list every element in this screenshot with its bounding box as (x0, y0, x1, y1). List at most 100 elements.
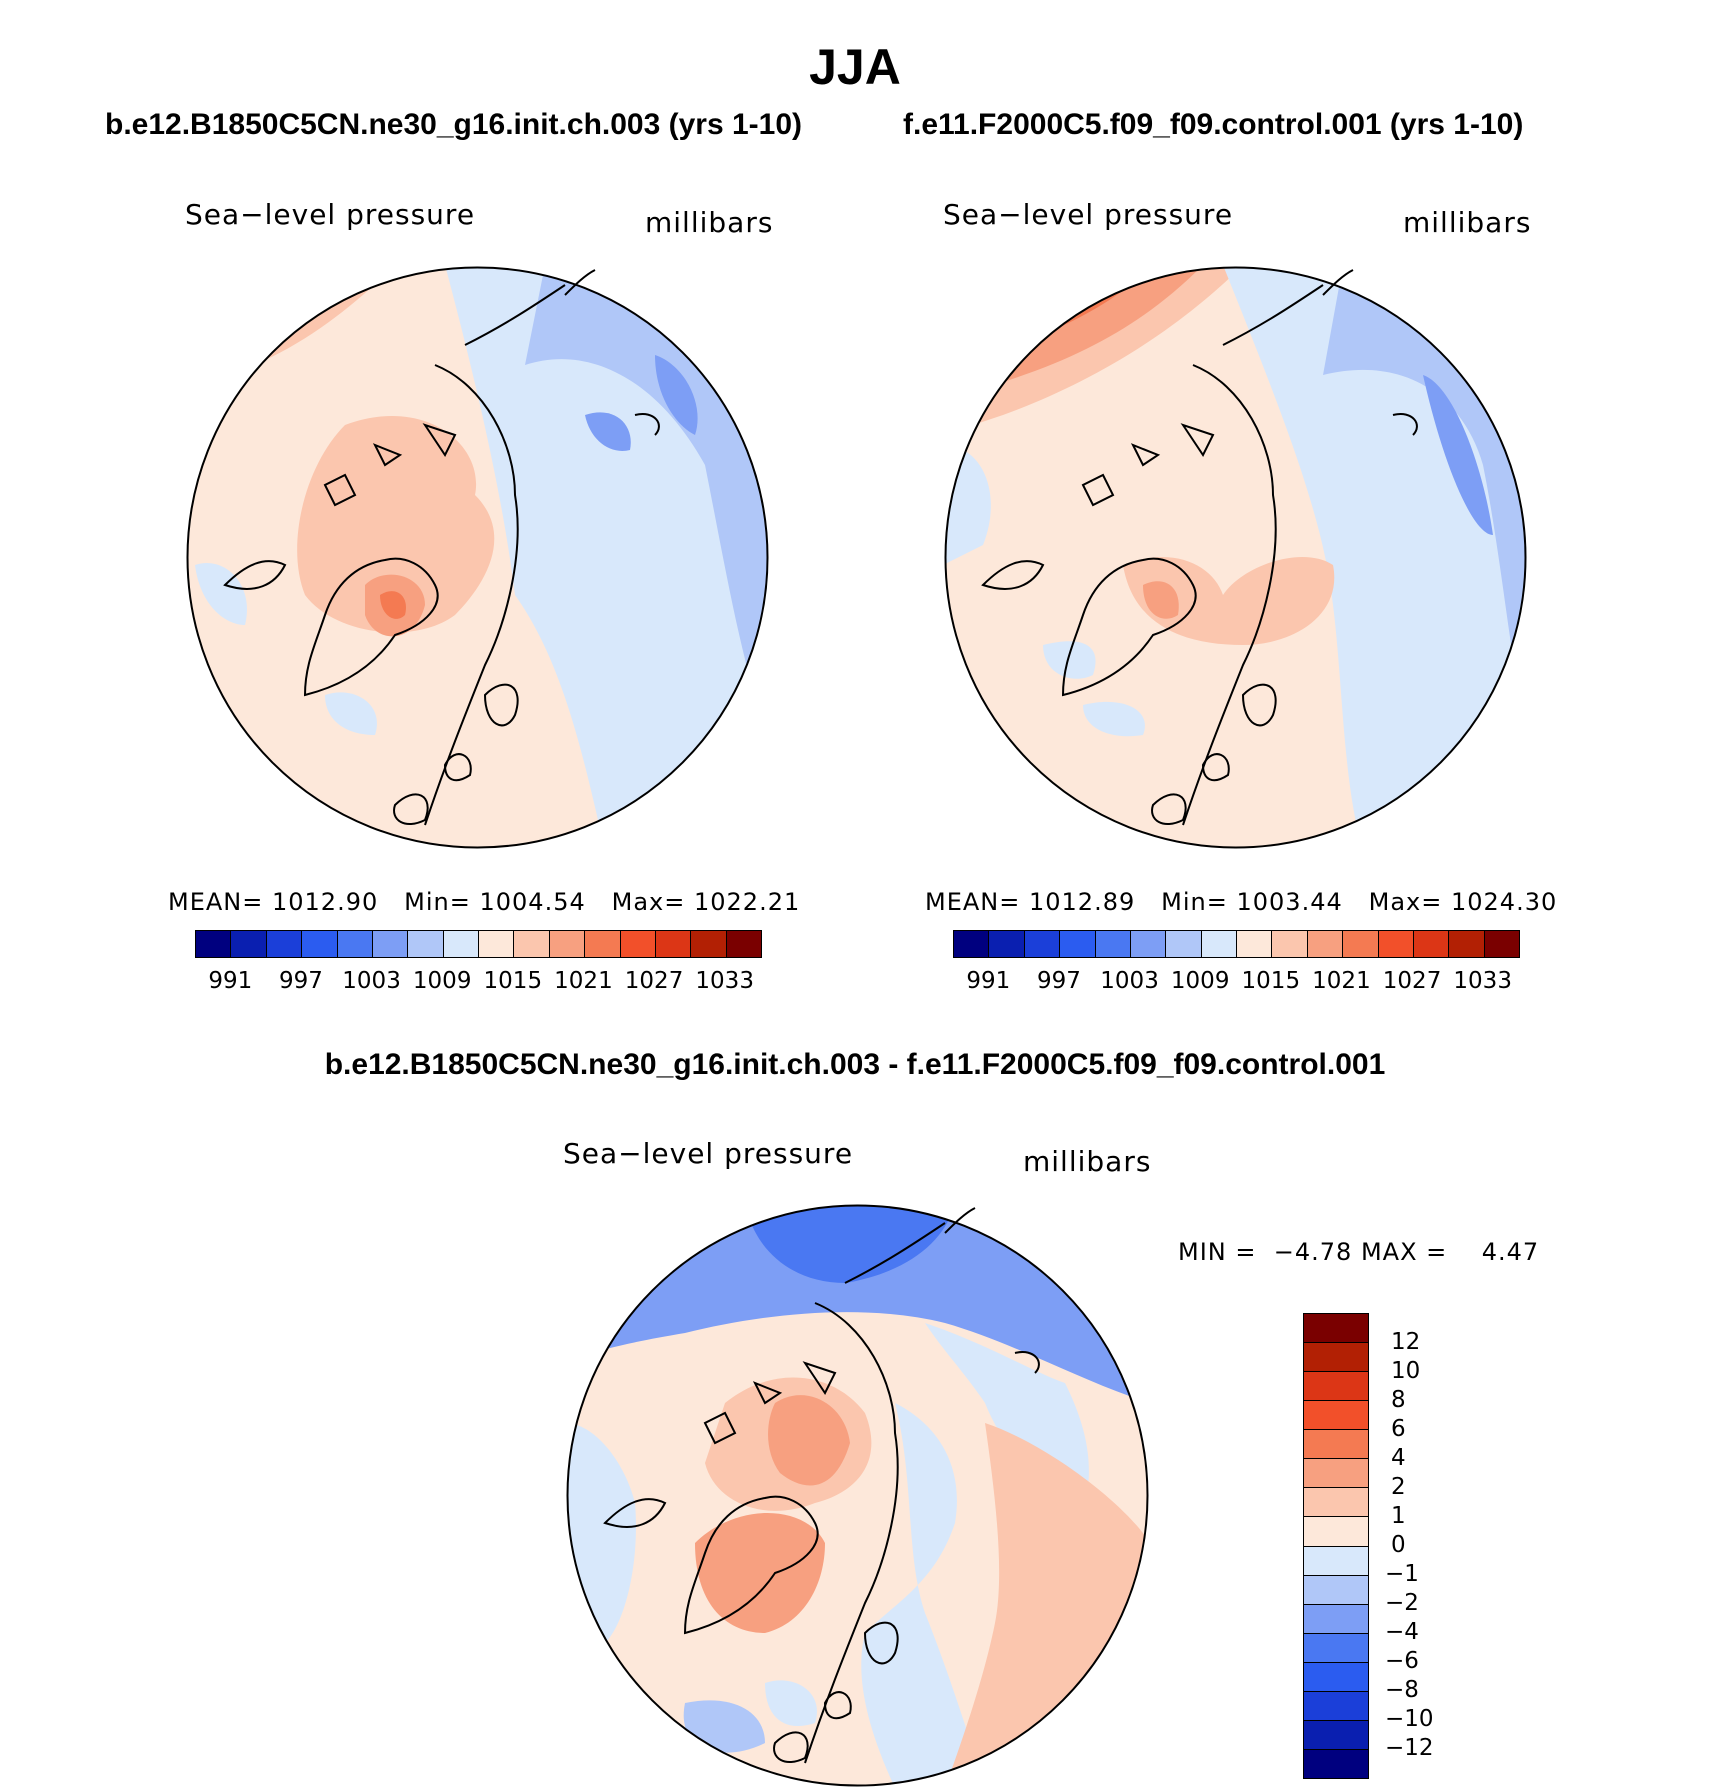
difference-colorbar-tick-label: 6 (1391, 1416, 1406, 1442)
difference-colorbar-swatch (1304, 1517, 1368, 1547)
panel1-polar-map (186, 266, 769, 849)
difference-colorbar-tick-label: 2 (1391, 1474, 1406, 1500)
panel1-units-label: millibars (645, 206, 774, 239)
difference-colorbar-labels: 12 10 8 6 4 2 1 0 −1 −2 −4 −6 −8 −10 −12 (1385, 1313, 1465, 1777)
panel1-colorbar-swatch (408, 931, 444, 957)
panel2-colorbar-swatch (1484, 931, 1519, 957)
panel2-colorbar-swatch (1095, 931, 1131, 957)
panel2-colorbar-tick-label: 1015 (1241, 968, 1301, 994)
difference-colorbar-tick-label: 10 (1391, 1358, 1421, 1384)
panel2-units-label: millibars (1403, 206, 1532, 239)
panel2-case-title: f.e11.F2000C5.f09_f09.control.001 (yrs 1… (903, 108, 1524, 141)
panel1-colorbar-tick-label: 1033 (695, 968, 754, 994)
panel1-colorbar-labels: 991 997 1003 1009 1015 1021 1027 1033 (195, 968, 760, 998)
difference-colorbar-swatch (1304, 1343, 1368, 1373)
difference-units-label: millibars (1023, 1145, 1152, 1178)
panel2-colorbar-swatch (1378, 931, 1414, 957)
difference-colorbar-swatch (1304, 1604, 1368, 1634)
panel2-colorbar-tick-label: 1009 (1170, 968, 1230, 994)
season-title: JJA (809, 39, 901, 95)
panel1-colorbar-tick-label: 1003 (342, 968, 401, 994)
difference-colorbar-swatch (1304, 1488, 1368, 1518)
difference-colorbar-tick-label: 4 (1391, 1445, 1406, 1471)
panel2-colorbar-swatch (1272, 931, 1308, 957)
panel1-colorbar-tick-label: 1015 (483, 968, 543, 994)
panel1-colorbar-swatch (691, 931, 727, 957)
panel1-colorbar-swatch (266, 931, 303, 957)
panel2-colorbar-tick-label: 1021 (1312, 968, 1371, 994)
panel2-colorbar-tick-label: 997 (1036, 968, 1081, 994)
difference-colorbar (1303, 1313, 1369, 1779)
panel2-colorbar-swatch (1130, 931, 1167, 957)
panel2-polar-map (944, 266, 1527, 849)
difference-colorbar-swatch (1304, 1720, 1368, 1750)
panel1-colorbar-tick-label: 991 (208, 968, 253, 994)
panel2-colorbar-swatch (1201, 931, 1237, 957)
panel1-colorbar-swatch (655, 931, 692, 957)
difference-colorbar-swatch (1304, 1575, 1368, 1605)
panel2-colorbar-swatch (954, 931, 990, 957)
difference-colorbar-tick-label: 12 (1391, 1329, 1421, 1355)
difference-colorbar-swatch (1304, 1691, 1368, 1721)
difference-polar-map (566, 1204, 1149, 1787)
difference-colorbar-tick-label: −2 (1385, 1590, 1419, 1616)
panel1-colorbar-swatch (479, 931, 515, 957)
difference-colorbar-swatch (1304, 1401, 1368, 1431)
panel1-stats: MEAN= 1012.90 Min= 1004.54 Max= 1022.21 (168, 888, 801, 916)
panel1-case-title: b.e12.B1850C5CN.ne30_g16.init.ch.003 (yr… (105, 108, 803, 141)
difference-colorbar-swatch (1304, 1749, 1368, 1778)
panel2-colorbar-swatch (1413, 931, 1450, 957)
panel1-colorbar-swatch (302, 931, 338, 957)
panel2-variable-label: Sea−level pressure (943, 198, 1234, 231)
difference-colorbar-tick-label: 8 (1391, 1387, 1406, 1413)
panel2-colorbar-swatch (1060, 931, 1096, 957)
difference-colorbar-tick-label: −8 (1385, 1677, 1419, 1703)
panel1-colorbar-swatch (443, 931, 479, 957)
panel2-colorbar-swatch (1343, 931, 1379, 957)
difference-colorbar-swatch (1304, 1430, 1368, 1460)
panel2-colorbar-swatch (1449, 931, 1485, 957)
panel1-colorbar-swatch (726, 931, 761, 957)
panel1-variable-label: Sea−level pressure (185, 198, 476, 231)
panel1-colorbar-swatch (372, 931, 409, 957)
difference-colorbar-tick-label: −6 (1385, 1648, 1419, 1674)
panel1-colorbar-tick-label: 1009 (412, 968, 472, 994)
difference-colorbar-swatch (1304, 1459, 1368, 1489)
difference-colorbar-swatch (1304, 1633, 1368, 1663)
difference-colorbar-tick-label: −12 (1385, 1735, 1434, 1761)
panel1-colorbar-swatch (514, 931, 550, 957)
panel2-colorbar-tick-label: 1027 (1382, 968, 1442, 994)
panel2-colorbar-swatch (1024, 931, 1061, 957)
panel1-colorbar-tick-label: 997 (278, 968, 323, 994)
panel2-stats: MEAN= 1012.89 Min= 1003.44 Max= 1024.30 (925, 888, 1558, 916)
panel1-colorbar-tick-label: 1021 (554, 968, 613, 994)
panel2-colorbar-swatch (1237, 931, 1273, 957)
difference-colorbar-swatch (1304, 1314, 1368, 1344)
difference-variable-label: Sea−level pressure (563, 1137, 854, 1170)
panel2-colorbar-tick-label: 1033 (1453, 968, 1512, 994)
panel1-colorbar-swatch (620, 931, 656, 957)
difference-colorbar-tick-label: −1 (1385, 1561, 1419, 1587)
panel2-colorbar-swatch (1166, 931, 1202, 957)
panel2-colorbar-swatch (1307, 931, 1344, 957)
difference-colorbar-tick-label: −4 (1385, 1619, 1419, 1645)
difference-colorbar-tick-label: 0 (1391, 1532, 1406, 1558)
panel1-colorbar-swatch (585, 931, 621, 957)
panel2-colorbar-tick-label: 991 (966, 968, 1011, 994)
panel1-colorbar-swatch (196, 931, 232, 957)
difference-colorbar-swatch (1304, 1546, 1368, 1576)
difference-stats: MIN = −4.78 MAX = 4.47 (1178, 1238, 1540, 1266)
panel1-colorbar-swatch (231, 931, 267, 957)
panel2-colorbar-tick-label: 1003 (1100, 968, 1159, 994)
difference-title: b.e12.B1850C5CN.ne30_g16.init.ch.003 - f… (324, 1048, 1386, 1081)
difference-colorbar-tick-label: 1 (1391, 1503, 1406, 1529)
panel1-colorbar-tick-label: 1027 (624, 968, 684, 994)
panel1-colorbar-swatch (549, 931, 586, 957)
panel1-colorbar-swatch (337, 931, 373, 957)
difference-colorbar-tick-label: −10 (1385, 1706, 1434, 1732)
difference-colorbar-swatch (1304, 1662, 1368, 1692)
panel2-colorbar-swatch (989, 931, 1025, 957)
panel2-colorbar (953, 930, 1520, 958)
panel1-colorbar (195, 930, 762, 958)
difference-colorbar-swatch (1304, 1372, 1368, 1402)
